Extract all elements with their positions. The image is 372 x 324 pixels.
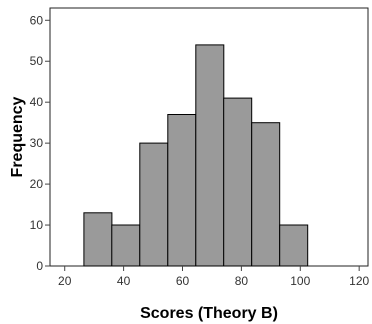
- x-axis-ticks: 20 40 60 80 100 120: [58, 266, 369, 288]
- y-tick-label: 50: [30, 54, 44, 68]
- y-tick-label: 20: [30, 177, 44, 191]
- histogram-bar-5: [195, 44, 225, 267]
- histogram-bar-2: [111, 224, 141, 267]
- y-tick-label: 30: [30, 136, 44, 150]
- histogram-bar-7: [251, 122, 281, 267]
- histogram-bar-6: [223, 97, 253, 267]
- y-tick-label: 40: [30, 95, 44, 109]
- x-axis-title: Scores (Theory B): [140, 305, 278, 322]
- y-tick-label: 60: [30, 13, 44, 27]
- x-tick-label: 20: [58, 274, 72, 288]
- y-axis-ticks: 0 10 20 30 40 50 60: [30, 13, 50, 273]
- y-tick-label: 0: [36, 259, 43, 273]
- histogram-bar-4: [167, 114, 197, 267]
- x-tick-label: 40: [117, 274, 131, 288]
- y-axis-title: Frequency: [9, 96, 26, 177]
- x-tick-label: 80: [235, 274, 249, 288]
- histogram-bar-3: [139, 142, 169, 267]
- histogram-bar-1: [83, 212, 113, 267]
- x-tick-label: 100: [290, 274, 310, 288]
- y-tick-label: 10: [30, 218, 44, 232]
- bars-group: [83, 44, 309, 267]
- histogram-bar-8: [279, 224, 309, 267]
- x-tick-label: 120: [349, 274, 369, 288]
- x-tick-label: 60: [176, 274, 190, 288]
